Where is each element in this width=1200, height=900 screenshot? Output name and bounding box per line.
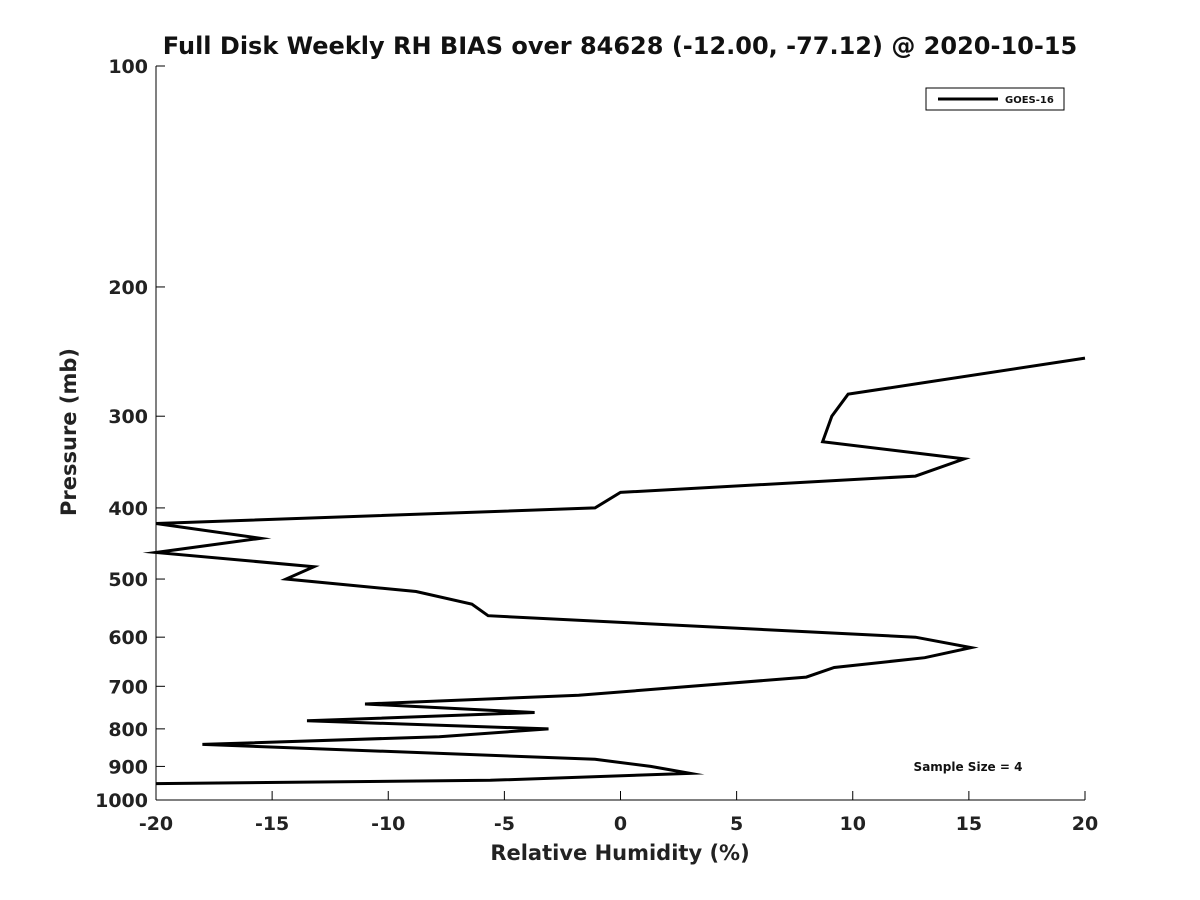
series-group	[142, 356, 1086, 786]
legend: GOES-16	[925, 87, 1065, 111]
y-tick-label: 100	[108, 56, 148, 78]
y-tick-label: 200	[108, 277, 148, 299]
y-tick-label: 1000	[95, 790, 148, 812]
y-tick-label: 700	[108, 676, 148, 698]
x-ticks: -20 -15 -10 -5 0 5 10 15 20	[139, 791, 1098, 835]
x-tick-label: -5	[494, 813, 515, 835]
x-tick-label: 15	[956, 813, 982, 835]
chart-title: Full Disk Weekly RH BIAS over 84628 (-12…	[163, 32, 1077, 60]
y-tick-label: 400	[108, 498, 148, 520]
y-ticks: 100 200 300 400 500 600 700 800 900 1000	[95, 56, 165, 812]
y-tick-label: 600	[108, 627, 148, 649]
x-axis-label: Relative Humidity (%)	[490, 841, 749, 865]
x-tick-label: -10	[371, 813, 405, 835]
sample-size-note: Sample Size = 4	[914, 760, 1023, 774]
y-tick-label: 500	[108, 569, 148, 591]
x-tick-label: 5	[730, 813, 743, 835]
y-axis-label: Pressure (mb)	[57, 348, 81, 516]
axes	[155, 66, 1085, 801]
y-tick-label: 800	[108, 719, 148, 741]
series-line-goes-16	[142, 356, 1086, 786]
x-tick-label: 10	[840, 813, 866, 835]
y-tick-label: 900	[108, 756, 148, 778]
x-tick-label: 20	[1072, 813, 1098, 835]
y-tick-label: 300	[108, 406, 148, 428]
x-tick-label: 0	[614, 813, 627, 835]
x-tick-label: -15	[255, 813, 289, 835]
legend-label-goes-16: GOES-16	[1005, 95, 1054, 106]
x-tick-label: -20	[139, 813, 173, 835]
